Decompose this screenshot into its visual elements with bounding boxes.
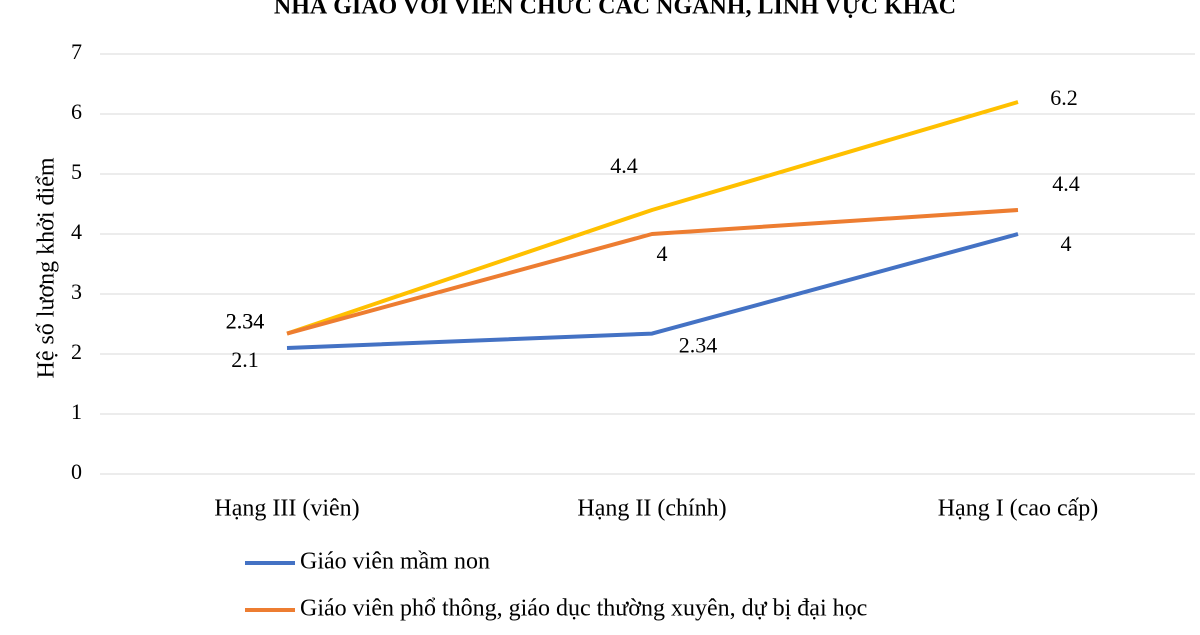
data-label: 4.4	[1052, 171, 1080, 196]
y-axis-label: Hệ số lương khởi điểm	[34, 157, 60, 378]
legend-label: Giáo viên mầm non	[300, 549, 490, 575]
data-label: 2.34	[679, 333, 718, 358]
series-line	[286, 100, 1019, 336]
y-tick-label: 4	[71, 219, 82, 244]
chart-title: NHÀ GIÁO VỚI VIÊN CHỨC CÁC NGÀNH, LĨNH V…	[274, 0, 956, 20]
y-tick-label: 5	[71, 159, 82, 184]
series-line	[286, 208, 1019, 336]
data-label: 2.1	[231, 347, 259, 372]
y-tick-label: 7	[71, 39, 82, 64]
legend-label: Giáo viên phổ thông, giáo dục thường xuy…	[300, 596, 867, 622]
data-label: 4.4	[610, 153, 638, 178]
data-label: 4	[657, 241, 668, 266]
x-tick-label: Hạng II (chính)	[577, 496, 726, 522]
x-tick-label: Hạng I (cao cấp)	[938, 496, 1099, 522]
data-label: 4	[1061, 231, 1072, 256]
x-tick-label: Hạng III (viên)	[214, 496, 359, 522]
data-label: 6.2	[1050, 85, 1078, 110]
data-label: 2.34	[226, 309, 265, 334]
y-tick-label: 2	[71, 339, 82, 364]
y-tick-label: 0	[71, 459, 82, 484]
data-label: 2.34	[226, 309, 265, 334]
series-line	[286, 232, 1019, 350]
y-tick-label: 6	[71, 99, 82, 124]
y-tick-label: 3	[71, 279, 82, 304]
y-tick-label: 1	[71, 399, 82, 424]
